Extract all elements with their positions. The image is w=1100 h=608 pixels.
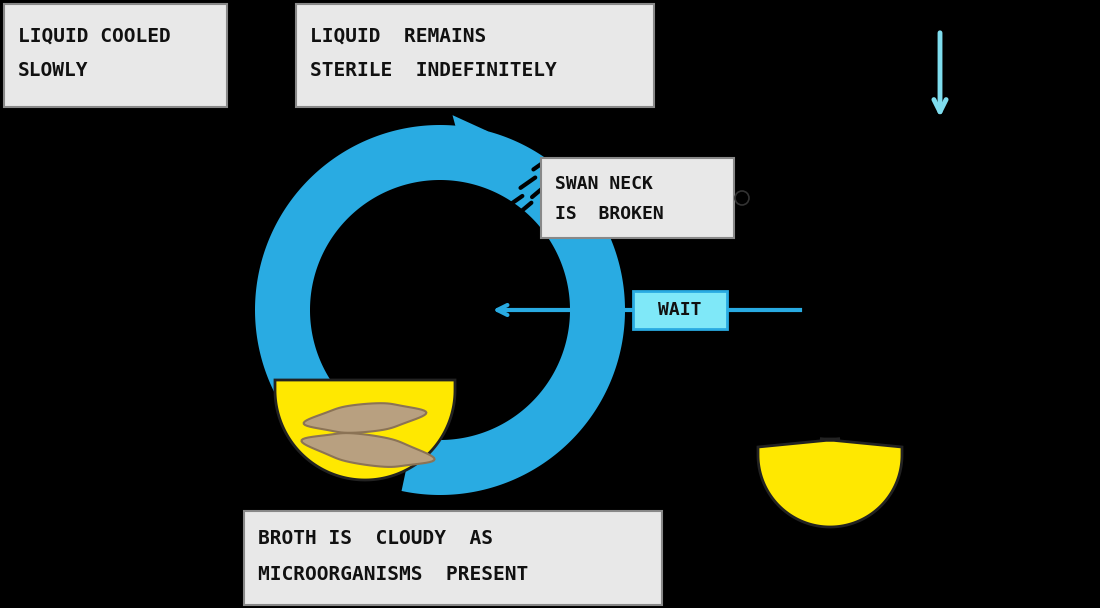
Text: LIQUID  REMAINS: LIQUID REMAINS xyxy=(310,27,486,46)
Polygon shape xyxy=(758,439,902,527)
FancyBboxPatch shape xyxy=(632,291,727,329)
Polygon shape xyxy=(452,115,488,163)
Text: LIQUID COOLED: LIQUID COOLED xyxy=(18,27,170,46)
Polygon shape xyxy=(321,413,360,452)
Polygon shape xyxy=(275,380,455,480)
FancyBboxPatch shape xyxy=(4,4,227,107)
Polygon shape xyxy=(255,125,625,495)
Polygon shape xyxy=(304,403,427,433)
Text: STERILE  INDEFINITELY: STERILE INDEFINITELY xyxy=(310,61,557,80)
Text: SLOWLY: SLOWLY xyxy=(18,61,88,80)
Text: WAIT: WAIT xyxy=(658,301,702,319)
FancyBboxPatch shape xyxy=(541,158,734,238)
Text: MICROORGANISMS  PRESENT: MICROORGANISMS PRESENT xyxy=(258,565,528,584)
FancyBboxPatch shape xyxy=(296,4,654,107)
Text: BROTH IS  CLOUDY  AS: BROTH IS CLOUDY AS xyxy=(258,530,493,548)
Text: IS  BROKEN: IS BROKEN xyxy=(556,205,663,223)
Polygon shape xyxy=(301,433,434,467)
FancyBboxPatch shape xyxy=(244,511,662,605)
Text: SWAN NECK: SWAN NECK xyxy=(556,175,653,193)
